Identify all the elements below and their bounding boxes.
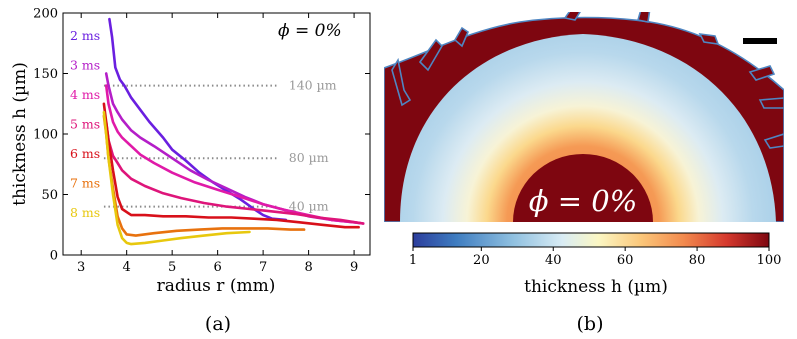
reference-line-label: 140 µm — [289, 78, 337, 93]
series-line — [102, 102, 360, 229]
series-labels: 2 ms 3 ms 4 ms 5 ms 6 ms 7 ms 8 ms — [70, 28, 100, 220]
y-tick-label: 0 — [50, 249, 58, 264]
x-tick-label: 9 — [350, 260, 358, 275]
x-tick-label: 4 — [123, 260, 131, 275]
reference-line-label: 80 µm — [289, 150, 329, 165]
series-label: 4 ms — [70, 87, 100, 102]
y-tick-label: 150 — [33, 67, 58, 82]
phi-annotation-b: ϕ = 0% — [529, 184, 638, 218]
series-label: 7 ms — [70, 176, 100, 191]
colorbar-ticks: 1 20 40 60 80 100 — [409, 247, 782, 268]
colorbar-tick-label: 1 — [409, 253, 417, 268]
series-label: 2 ms — [70, 28, 100, 43]
x-tick-label: 7 — [259, 260, 267, 275]
x-axis-label: radius r (mm) — [157, 276, 276, 296]
series-line — [102, 110, 251, 246]
scale-bar — [743, 38, 777, 44]
impact-spot — [513, 154, 653, 222]
y-tick-label: 50 — [41, 188, 58, 203]
colorbar-tick-label: 100 — [757, 253, 782, 268]
series-label: 5 ms — [70, 117, 100, 132]
colorbar-tick-label: 60 — [617, 253, 634, 268]
colorbar-label: thickness h (µm) — [524, 277, 668, 297]
y-axis-label: thickness h (µm) — [10, 62, 30, 206]
x-tick-label: 8 — [304, 260, 312, 275]
series-label: 3 ms — [70, 58, 100, 73]
series-label: 8 ms — [70, 205, 100, 220]
reference-line-label: 40 µm — [289, 199, 329, 214]
series-line — [108, 17, 288, 222]
y-tick-label: 100 — [33, 128, 58, 143]
colorbar — [412, 232, 770, 248]
colorbar-tick-label: 20 — [473, 253, 490, 268]
axis-ticks: 3 4 5 6 7 8 9 0 50 100 150 200 — [33, 7, 370, 275]
series-lines — [102, 17, 365, 246]
colorbar-tick-label: 40 — [545, 253, 562, 268]
x-tick-label: 5 — [168, 260, 176, 275]
film — [400, 34, 776, 222]
panel-a: 140 µm 80 µm 40 µm 3 4 5 6 7 8 9 0 50 100 150 200 2 m… — [10, 7, 371, 335]
series-line — [104, 120, 365, 225]
panel-a-label: (a) — [205, 313, 231, 335]
colorbar-tick-label: 80 — [689, 253, 706, 268]
thickness-map: ϕ = 0% — [384, 12, 784, 222]
series-label: 6 ms — [70, 146, 100, 161]
x-tick-label: 6 — [213, 260, 221, 275]
panel-b-label: (b) — [577, 313, 604, 335]
x-tick-label: 3 — [77, 260, 85, 275]
phi-annotation: ϕ = 0% — [278, 21, 342, 41]
panel-b: ϕ = 0% 1 20 40 60 80 100 thickness h (µm) (b) — [384, 12, 784, 335]
y-tick-label: 200 — [33, 7, 58, 22]
reference-lines: 140 µm 80 µm 40 µm — [103, 78, 337, 214]
